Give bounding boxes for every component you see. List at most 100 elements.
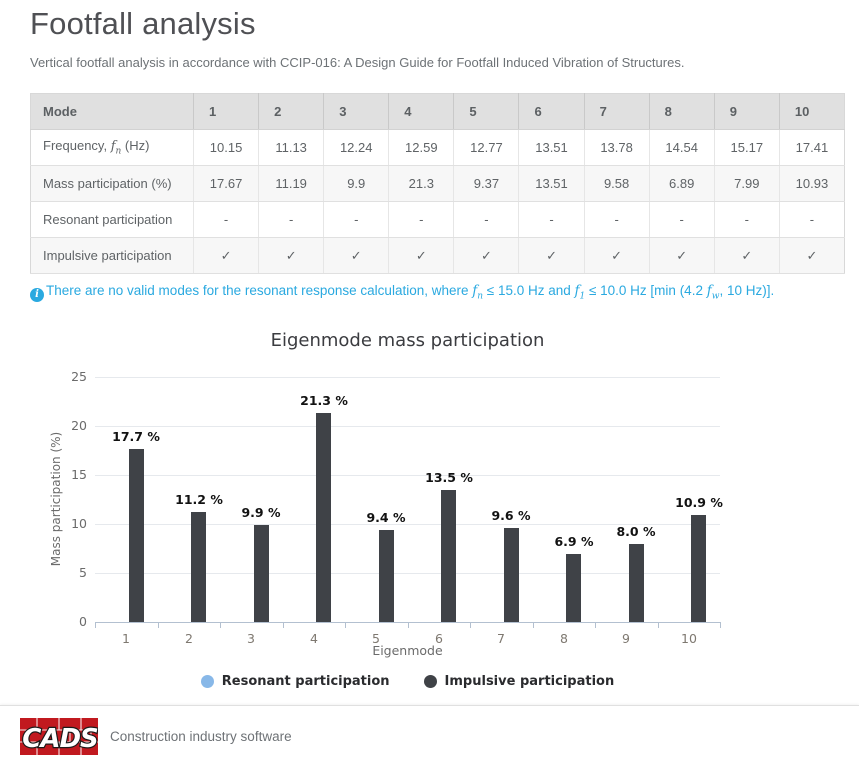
x-tick-label-9: 9 bbox=[622, 631, 630, 646]
cell-value: - bbox=[323, 201, 390, 238]
chart-title: Eigenmode mass participation bbox=[270, 330, 545, 351]
footer: CADS Construction industry software bbox=[0, 705, 859, 766]
cell-value: 9.37 bbox=[453, 165, 520, 202]
info-note-text: There are no valid modes for the resonan… bbox=[46, 283, 775, 302]
row-label: Resonant participation bbox=[30, 201, 194, 238]
cads-logo: CADS bbox=[20, 717, 98, 755]
col-header-mode-3: 3 bbox=[323, 93, 390, 130]
cell-value: - bbox=[584, 201, 650, 238]
x-tick-mark bbox=[470, 622, 471, 628]
bar-mode-7 bbox=[504, 528, 519, 622]
legend-item-resonant[interactable]: Resonant participation bbox=[200, 674, 390, 689]
legend-label-resonant: Resonant participation bbox=[221, 674, 390, 689]
cell-value: 9.9 bbox=[323, 165, 390, 202]
legend-item-impulsive[interactable]: Impulsive participation bbox=[423, 674, 615, 689]
y-tick-5: 5 bbox=[79, 565, 87, 580]
y-tick-0: 0 bbox=[79, 614, 87, 629]
modes-table-header-row: Mode 1 2 3 4 5 6 7 8 9 10 bbox=[30, 93, 846, 130]
bar-value-label: 17.7 % bbox=[112, 429, 160, 444]
gridline-15 bbox=[95, 475, 720, 476]
cell-value: ✓ bbox=[584, 237, 650, 274]
cell-value: 11.13 bbox=[258, 129, 325, 166]
cell-value: ✓ bbox=[714, 237, 780, 274]
table-row: Frequency, fn (Hz) 10.15 11.13 12.24 12.59 12… bbox=[30, 129, 845, 166]
x-tick-label-7: 7 bbox=[497, 631, 505, 646]
x-axis-title: Eigenmode bbox=[372, 643, 443, 658]
bar-mode-2 bbox=[191, 512, 206, 622]
x-tick-mark bbox=[408, 622, 409, 628]
bar-value-label: 13.5 % bbox=[425, 470, 473, 485]
cell-value: 12.24 bbox=[323, 129, 390, 166]
row-label: Impulsive participation bbox=[30, 237, 194, 274]
x-tick-label-3: 3 bbox=[247, 631, 255, 646]
resonant-legend-dot bbox=[200, 675, 214, 688]
x-tick-mark bbox=[95, 622, 96, 628]
chart-legend: Resonant participation Impulsive partici… bbox=[95, 674, 720, 689]
col-header-mode-9: 9 bbox=[714, 93, 780, 130]
x-tick-mark bbox=[595, 622, 596, 628]
col-header-mode-7: 7 bbox=[584, 93, 650, 130]
x-tick-label-8: 8 bbox=[560, 631, 568, 646]
math-symbol: fn bbox=[110, 139, 122, 157]
page-title: Footfall analysis bbox=[30, 6, 256, 41]
footer-tagline: Construction industry software bbox=[110, 728, 292, 744]
cell-value: 12.77 bbox=[453, 129, 520, 166]
col-header-mode-2: 2 bbox=[258, 93, 325, 130]
bar-mode-1 bbox=[129, 449, 144, 622]
col-header-mode-4: 4 bbox=[388, 93, 455, 130]
cell-value: 13.51 bbox=[518, 129, 585, 166]
page-subtitle: Vertical footfall analysis in accordance… bbox=[30, 55, 685, 70]
modes-table-body: Frequency, fn (Hz) 10.15 11.13 12.24 12.59 12… bbox=[30, 129, 845, 274]
cell-value: ✓ bbox=[453, 237, 520, 274]
legend-label-impulsive: Impulsive participation bbox=[444, 674, 615, 689]
cell-value: ✓ bbox=[779, 237, 845, 274]
cell-value: - bbox=[453, 201, 520, 238]
bar-value-label: 8.0 % bbox=[616, 524, 656, 539]
cell-value: ✓ bbox=[649, 237, 715, 274]
col-header-mode-1: 1 bbox=[193, 93, 260, 130]
x-tick-label-10: 10 bbox=[681, 631, 697, 646]
gridline-25 bbox=[95, 377, 720, 378]
x-tick-label-2: 2 bbox=[185, 631, 193, 646]
cell-value: ✓ bbox=[193, 237, 260, 274]
cell-value: 21.3 bbox=[388, 165, 455, 202]
chart-plot-area: 17.7 % 11.2 % 9.9 % 21.3 % 9.4 % 13.5 % 9.6 % 6… bbox=[95, 377, 723, 628]
info-note: i There are no valid modes for the resona… bbox=[30, 283, 850, 302]
cell-value: ✓ bbox=[518, 237, 585, 274]
mass-participation-chart: Eigenmode mass participation Mass partic… bbox=[0, 325, 859, 703]
col-header-mode: Mode bbox=[30, 93, 194, 130]
x-tick-mark bbox=[533, 622, 534, 628]
cell-value: - bbox=[193, 201, 260, 238]
bar-mode-5 bbox=[379, 530, 394, 622]
bar-mode-4 bbox=[316, 413, 331, 622]
gridline-20 bbox=[95, 426, 720, 427]
table-row: Mass participation (%) 17.67 11.19 9.9 21.3 9… bbox=[30, 165, 845, 202]
cell-value: 10.15 bbox=[193, 129, 260, 166]
gridline-10 bbox=[95, 524, 720, 525]
bar-mode-8 bbox=[566, 554, 581, 622]
y-axis-title: Mass participation (%) bbox=[49, 431, 63, 567]
cell-value: ✓ bbox=[323, 237, 390, 274]
x-tick-label-6: 6 bbox=[435, 631, 443, 646]
bar-value-label: 6.9 % bbox=[554, 534, 594, 549]
col-header-mode-8: 8 bbox=[649, 93, 715, 130]
math-symbol: f1 bbox=[574, 283, 586, 302]
x-tick-label-5: 5 bbox=[372, 631, 380, 646]
cell-value: 13.78 bbox=[584, 129, 650, 166]
col-header-mode-5: 5 bbox=[453, 93, 520, 130]
info-icon: i bbox=[30, 288, 44, 302]
bar-value-label: 9.9 % bbox=[241, 505, 281, 520]
col-header-mode-6: 6 bbox=[518, 93, 585, 130]
gridline-5 bbox=[95, 573, 720, 574]
modes-table: Mode 1 2 3 4 5 6 7 8 9 10 Frequency, fn (Hz) 10.15 1… bbox=[30, 93, 846, 274]
y-tick-15: 15 bbox=[71, 467, 87, 482]
row-label: Frequency, fn (Hz) bbox=[30, 129, 194, 166]
cell-value: ✓ bbox=[258, 237, 325, 274]
bar-mode-3 bbox=[254, 525, 269, 622]
cell-value: 7.99 bbox=[714, 165, 780, 202]
x-tick-label-1: 1 bbox=[122, 631, 130, 646]
x-tick-mark bbox=[720, 622, 721, 628]
cell-value: 17.67 bbox=[193, 165, 260, 202]
x-tick-mark bbox=[345, 622, 346, 628]
